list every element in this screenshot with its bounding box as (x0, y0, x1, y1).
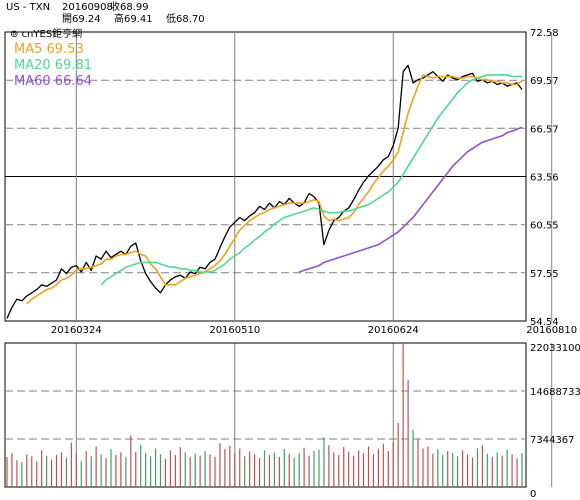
legend-ma5: MA5 69.53 (14, 42, 84, 57)
ma20-line (100, 74, 523, 286)
header-low: 低68.70 (166, 14, 205, 25)
price-ytick-label: 66.57 (530, 124, 559, 135)
x-tick-label: 20160624 (368, 325, 419, 336)
price-line (6, 64, 523, 319)
volume-ytick-label: 22033100 (530, 343, 580, 354)
legend-ma60: MA60 66.64 (14, 74, 92, 89)
x-tick-label: 20160510 (209, 325, 260, 336)
volume-ytick-label: 7344367 (530, 435, 575, 446)
header-high: 高69.41 (114, 14, 153, 25)
volume-ytick-label: 0 (530, 489, 536, 500)
x-tick-label: 20160324 (51, 325, 102, 336)
header-open: 開69.24 (62, 14, 101, 25)
ma5-line (26, 74, 523, 305)
volume-ytick-label: 14688733 (530, 387, 580, 398)
x-tick-label: 20160810 (526, 325, 577, 336)
ma60-line (298, 126, 523, 273)
price-ytick-label: 57.55 (530, 269, 559, 280)
legend-ma20: MA20 69.81 (14, 58, 92, 73)
price-ytick-label: 69.57 (530, 76, 559, 87)
header-symbol: US - TXN (6, 2, 51, 13)
price-ytick-label: 63.56 (530, 173, 559, 184)
watermark: ⊚ cnYES鉅亨網 (10, 29, 82, 41)
volume-panel-frame (4, 342, 527, 488)
header-date: 20160908 (62, 2, 113, 13)
price-ytick-label: 54.54 (530, 317, 559, 328)
watermark-text: cnYES鉅亨網 (21, 29, 83, 40)
price-ytick-label: 72.58 (530, 28, 559, 39)
header-close: 收68.99 (110, 2, 149, 13)
price-ytick-label: 60.55 (530, 221, 559, 232)
copyright-icon: ⊚ (10, 29, 22, 40)
